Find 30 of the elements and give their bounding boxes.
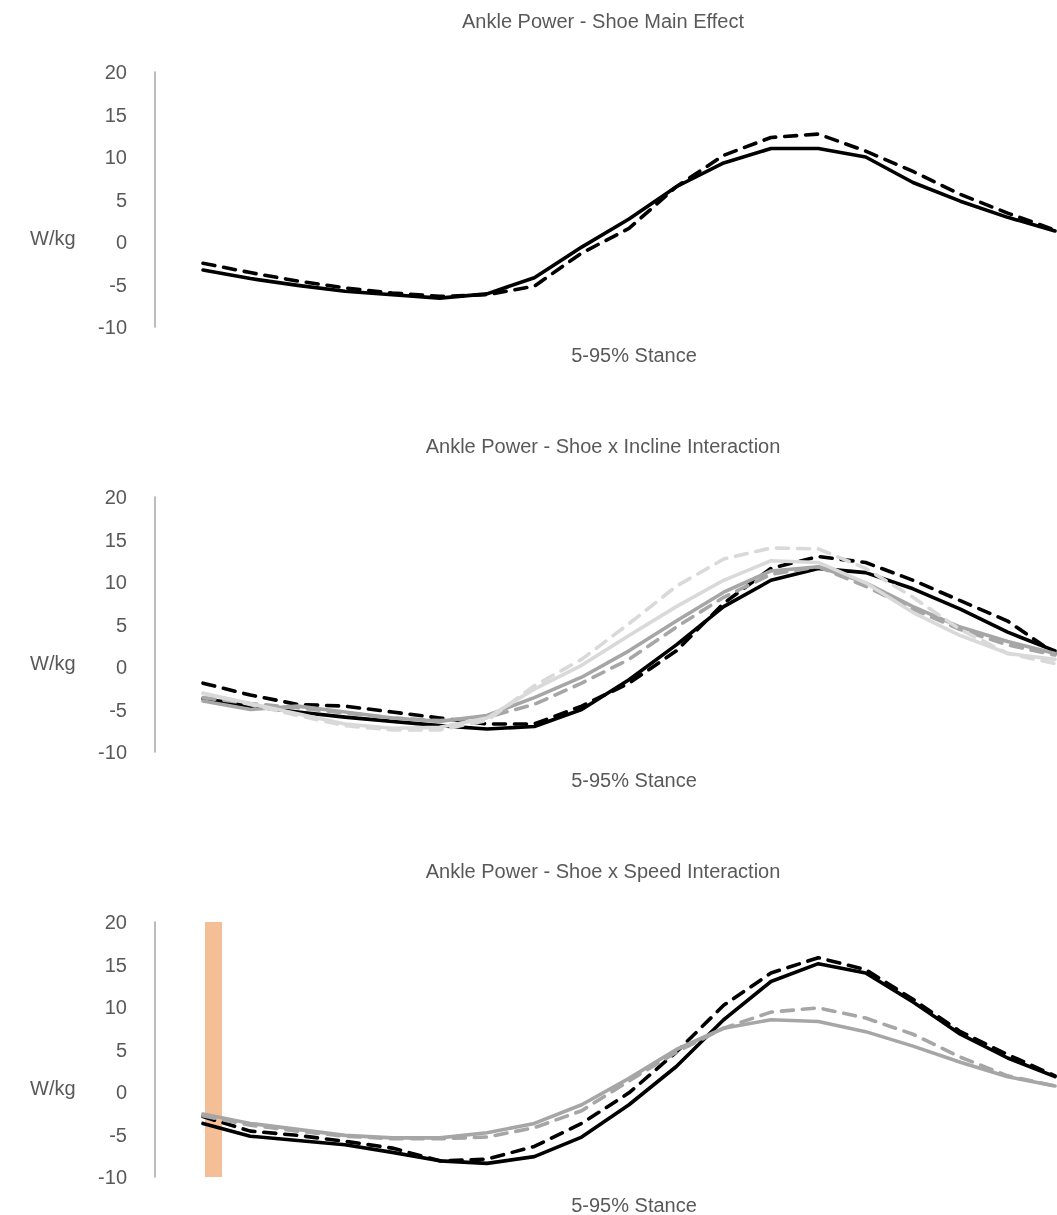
y-tick-label: -5 (109, 273, 127, 296)
y-tick-label: -5 (109, 1123, 127, 1146)
y-axis-title: W/kg (30, 1077, 76, 1099)
chart-title: Ankle Power - Shoe Main Effect (462, 10, 745, 32)
y-axis-title: W/kg (30, 227, 76, 249)
y-tick-label: 15 (104, 953, 127, 976)
x-axis-title: 5-95% Stance (571, 344, 697, 366)
chart-title: Ankle Power - Shoe x Speed Interaction (425, 860, 781, 882)
y-tick-label: -10 (98, 1166, 127, 1188)
y-tick-label: 20 (104, 911, 127, 933)
y-tick-label: -5 (109, 698, 127, 721)
x-axis-title: 5-95% Stance (571, 1194, 697, 1215)
y-tick-label: 0 (115, 231, 127, 253)
y-tick-label: 10 (104, 571, 127, 593)
y-tick-label: 10 (104, 996, 127, 1018)
y-tick-label: 5 (115, 1038, 127, 1061)
y-tick-label: 0 (115, 656, 127, 678)
y-tick-label: 5 (115, 613, 127, 636)
y-axis-title: W/kg (30, 652, 76, 674)
y-tick-label: 15 (104, 103, 127, 126)
chart-title: Ankle Power - Shoe x Incline Interaction (425, 435, 781, 457)
y-tick-label: 0 (115, 1081, 127, 1103)
y-tick-label: 5 (115, 188, 127, 211)
y-tick-label: -10 (98, 741, 127, 763)
y-tick-label: 15 (104, 528, 127, 551)
y-tick-label: 20 (104, 61, 127, 83)
x-axis-title: 5-95% Stance (571, 769, 697, 791)
y-tick-label: -10 (98, 316, 127, 338)
y-tick-label: 10 (104, 146, 127, 168)
y-tick-label: 20 (104, 486, 127, 508)
